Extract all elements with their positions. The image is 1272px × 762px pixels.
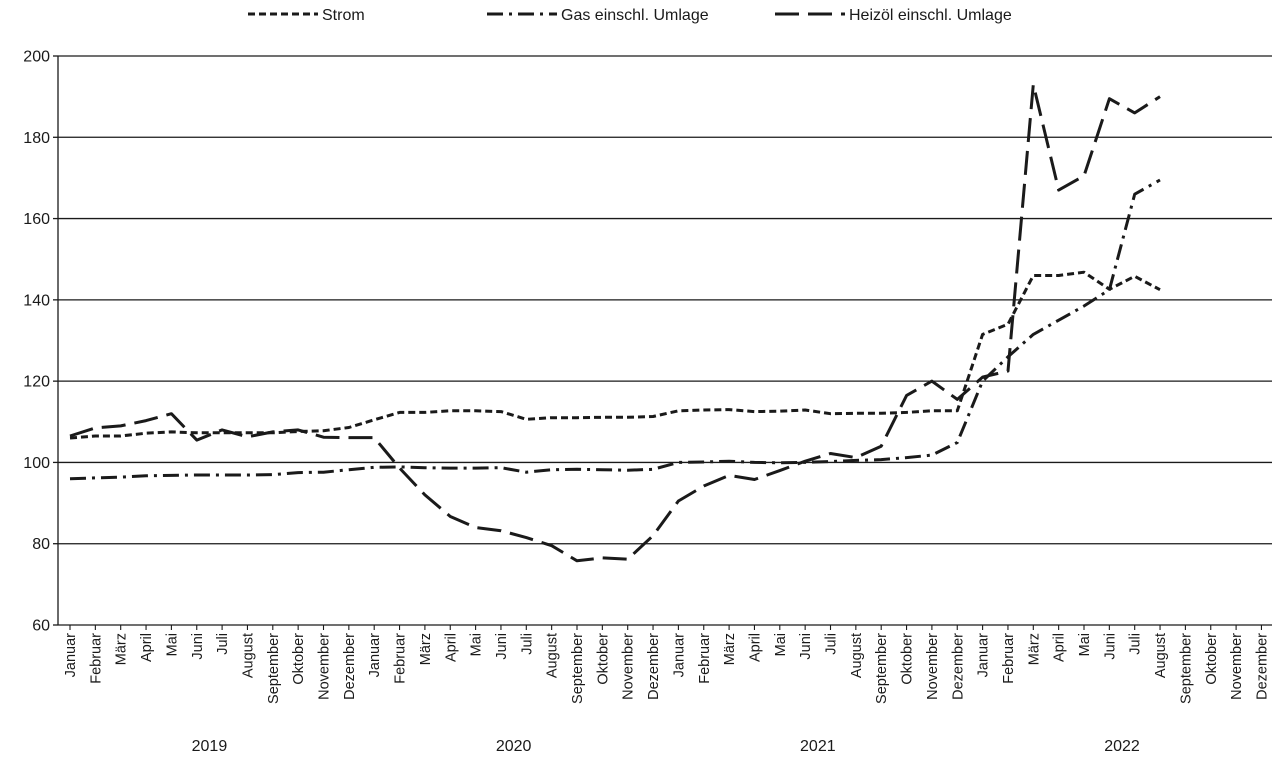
x-tick-label: Dezember <box>950 633 966 700</box>
x-tick-label: Juni <box>190 633 206 660</box>
y-tick-label: 60 <box>32 618 50 635</box>
x-tick-label: Oktober <box>900 633 916 685</box>
x-tick-label: November <box>925 633 941 700</box>
x-tick-label: September <box>266 633 282 704</box>
x-tick-label: Dezember <box>646 633 662 700</box>
gridlines <box>58 55 1272 545</box>
series-line <box>69 83 1161 563</box>
y-tick-label: 80 <box>32 536 50 553</box>
x-tick-label: März <box>722 633 738 665</box>
x-tick-label: September <box>874 633 890 704</box>
x-tick-label: August <box>1153 633 1169 678</box>
x-tick-label: Dezember <box>342 633 358 700</box>
x-axis-labels: Januar Februar März April Mai Juni Juli August S… <box>63 633 1270 755</box>
x-tick-label: April <box>443 633 459 662</box>
x-tick-label: März <box>1026 633 1042 665</box>
series-line <box>69 270 1161 440</box>
x-tick-label: Februar <box>697 633 713 684</box>
year-label: 2021 <box>800 738 836 755</box>
x-tick-label: November <box>1229 633 1245 700</box>
x-tick-label: Januar <box>976 633 992 678</box>
x-tick-label: August <box>240 633 256 678</box>
x-tick-label: Januar <box>671 633 687 678</box>
x-tick-label: Januar <box>63 633 79 678</box>
x-tick-label: April <box>747 633 763 662</box>
legend-label: Heizöl einschl. Umlage <box>849 7 1012 24</box>
year-label: 2020 <box>496 738 532 755</box>
x-tick-label: Juli <box>215 633 231 655</box>
y-tick-label: 180 <box>23 130 50 147</box>
series-lines <box>69 83 1161 563</box>
x-tick-label: Juni <box>798 633 814 660</box>
y-tick-label: 100 <box>23 455 50 472</box>
x-tick-label: März <box>114 633 130 665</box>
x-tick-label: Februar <box>1001 633 1017 684</box>
x-tick-label: Juli <box>519 633 535 655</box>
x-tick-label: April <box>1052 633 1068 662</box>
x-tick-label: November <box>317 633 333 700</box>
y-tick-label: 120 <box>23 374 50 391</box>
x-tick-label: Juli <box>1128 633 1144 655</box>
x-tick-label: Juni <box>494 633 510 660</box>
y-tick-label: 140 <box>23 292 50 309</box>
x-tick-label: Oktober <box>1204 633 1220 685</box>
x-tick-label: Mai <box>1077 633 1093 656</box>
x-tick-label: März <box>418 633 434 665</box>
legend: Strom Gas einschl. Umlage Heizöl einschl. … <box>248 7 1012 24</box>
x-tick-label: Oktober <box>595 633 611 685</box>
x-tick-label: Februar <box>393 633 409 684</box>
x-tick-label: Oktober <box>291 633 307 685</box>
x-tick-label: Dezember <box>1254 633 1270 700</box>
x-tick-label: September <box>1178 633 1194 704</box>
y-tick-label: 200 <box>23 49 50 66</box>
year-label: 2019 <box>192 738 228 755</box>
x-tick-label: August <box>545 633 561 678</box>
x-tick-label: Januar <box>367 633 383 678</box>
x-tick-label: Juli <box>824 633 840 655</box>
x-tick-label: Mai <box>773 633 789 656</box>
axes: 60 80 100 120 140 160 180 200 <box>23 49 1272 635</box>
x-tick-label: Mai <box>164 633 180 656</box>
x-tick-label: Februar <box>88 633 104 684</box>
legend-label: Gas einschl. Umlage <box>561 7 709 24</box>
y-tick-label: 160 <box>23 211 50 228</box>
x-tick-label: Juni <box>1102 633 1118 660</box>
x-tick-label: November <box>621 633 637 700</box>
x-tick-label: April <box>139 633 155 662</box>
legend-label: Strom <box>322 7 365 24</box>
year-label: 2022 <box>1104 738 1140 755</box>
x-tick-label: September <box>570 633 586 704</box>
x-tick-label: August <box>849 633 865 678</box>
x-tick-label: Mai <box>469 633 485 656</box>
